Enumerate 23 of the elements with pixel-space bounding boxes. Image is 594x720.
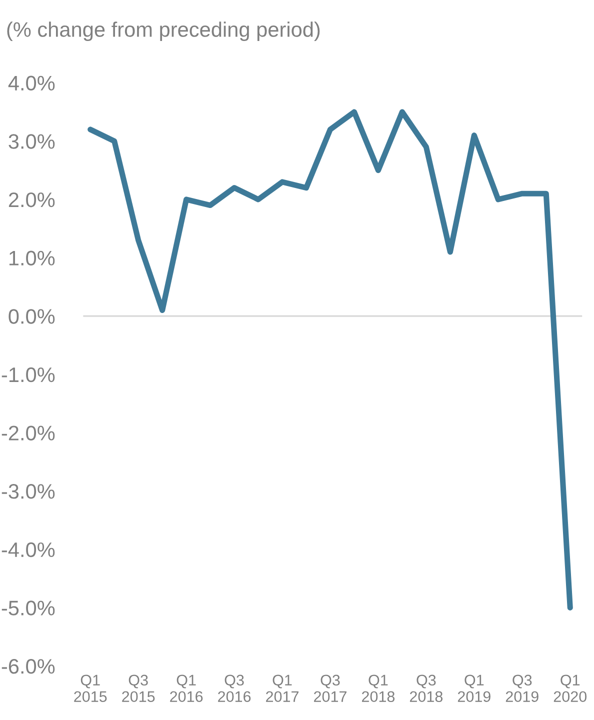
x-tick-label: Q3 2016 bbox=[218, 674, 251, 702]
chart-title: (% change from preceding period) bbox=[7, 22, 320, 42]
x-tick-label: Q3 2017 bbox=[314, 674, 346, 702]
y-tick-label: 3.0% bbox=[8, 134, 55, 149]
y-tick-label: 2.0% bbox=[8, 192, 55, 208]
x-tick-label: Q1 2016 bbox=[170, 674, 203, 702]
y-tick-label: 0.0% bbox=[8, 309, 55, 324]
y-tick-label: -6.0% bbox=[2, 659, 55, 674]
y-tick-label: 1.0% bbox=[9, 250, 55, 266]
y-tick-label: -3.0% bbox=[2, 484, 55, 499]
y-tick-label: -1.0% bbox=[2, 367, 55, 382]
x-tick-label: Q3 2018 bbox=[410, 674, 443, 702]
x-tick-label: Q3 2015 bbox=[122, 674, 155, 702]
x-tick-label: Q3 2019 bbox=[506, 674, 538, 702]
x-tick-label: Q1 2017 bbox=[266, 674, 298, 702]
y-tick-label: -4.0% bbox=[2, 542, 55, 558]
x-tick-label: Q1 2018 bbox=[362, 674, 395, 702]
y-tick-label: 4.0% bbox=[8, 76, 55, 91]
x-tick-label: Q1 2015 bbox=[74, 674, 107, 702]
x-tick-label: Q1 2020 bbox=[554, 674, 587, 702]
x-tick-label: Q1 2019 bbox=[458, 674, 490, 702]
y-tick-label: -5.0% bbox=[2, 600, 55, 616]
y-tick-label: -2.0% bbox=[2, 426, 55, 440]
